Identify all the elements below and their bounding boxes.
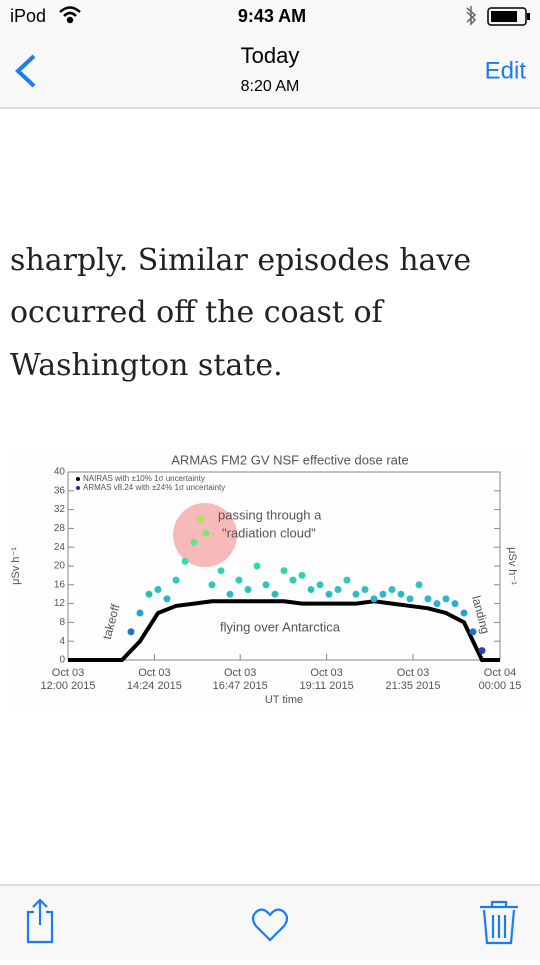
y-axis-label: μSv h⁻¹ — [10, 547, 22, 585]
x-tick-label: Oct 03 — [224, 667, 256, 679]
data-point — [406, 595, 414, 603]
data-point — [478, 647, 486, 655]
data-point — [217, 567, 225, 575]
chart-image — [10, 448, 528, 710]
y-tick-label: 24 — [54, 542, 66, 553]
y-tick-label: 8 — [59, 617, 65, 628]
annotation: passing through a — [218, 507, 322, 522]
x-tick-label: Oct 03 — [52, 667, 84, 679]
delete-button[interactable] — [480, 900, 518, 945]
article: sharply. Similar episodes have occurred … — [10, 243, 471, 383]
series-line — [68, 599, 500, 662]
x-tick-label: Oct 03 — [310, 667, 342, 679]
data-point — [172, 576, 180, 584]
y-tick-label: 12 — [54, 598, 66, 609]
wifi-icon — [59, 6, 81, 24]
data-point — [163, 595, 171, 603]
data-point — [136, 609, 144, 617]
annotation: flying over Antarctica — [220, 619, 341, 634]
data-point — [244, 586, 252, 593]
data-point — [253, 562, 261, 570]
back-button[interactable] — [15, 54, 36, 88]
y-tick-label: 20 — [54, 561, 66, 572]
x-tick-label: 00:00 15 — [479, 680, 522, 692]
x-tick-label: 21:35 2015 — [385, 680, 440, 692]
chart: ARMAS FM2 GV NSF effective dose rate μSv… — [10, 448, 528, 710]
data-point — [379, 590, 387, 598]
data-point — [181, 557, 189, 565]
x-tick-label: Oct 04 — [484, 667, 516, 679]
x-tick-label: Oct 03 — [138, 667, 170, 679]
data-point — [352, 590, 360, 598]
nav-subtitle: 8:20 AM — [241, 78, 300, 95]
edit-button[interactable]: Edit — [485, 57, 527, 84]
top-bar — [0, 0, 540, 108]
x-tick-label: 19:11 2015 — [299, 680, 353, 692]
data-point — [433, 600, 441, 608]
data-point — [154, 586, 162, 593]
y-tick-label: 28 — [54, 523, 66, 534]
y-axis-label: μSv h⁻¹ — [506, 547, 518, 585]
y-tick-label: 36 — [54, 485, 66, 496]
article-line: Washington state. — [10, 348, 283, 383]
data-point — [202, 529, 210, 537]
x-tick-label: 14:24 2015 — [127, 680, 182, 692]
x-tick-label: 12:00 2015 — [40, 680, 95, 692]
legend-marker — [76, 486, 80, 490]
data-point — [307, 586, 315, 593]
article-line: sharply. Similar episodes have — [10, 243, 471, 278]
data-point — [343, 576, 351, 584]
data-point — [388, 586, 396, 593]
data-point — [235, 576, 243, 584]
data-point — [145, 590, 153, 598]
x-tick-label: Oct 03 — [397, 667, 429, 679]
carrier: iPod — [10, 6, 46, 26]
x-axis-label: UT time — [265, 694, 303, 706]
toolbar — [0, 886, 540, 960]
data-point — [415, 581, 423, 589]
data-point — [460, 609, 468, 617]
data-point — [208, 581, 216, 589]
y-tick-label: 0 — [59, 655, 65, 666]
data-point — [190, 539, 198, 546]
favorite-button[interactable] — [251, 908, 289, 942]
chart-title: ARMAS FM2 GV NSF effective dose rate — [171, 452, 408, 467]
data-point — [424, 595, 432, 603]
data-point — [280, 567, 288, 575]
data-point — [262, 581, 270, 589]
data-point — [226, 590, 234, 598]
data-point — [397, 590, 405, 598]
y-tick-label: 40 — [54, 467, 66, 478]
clock: 9:43 AM — [238, 6, 306, 26]
data-point — [325, 590, 333, 598]
data-point — [361, 586, 369, 593]
data-point — [316, 581, 324, 589]
data-point — [298, 571, 306, 579]
y-tick-label: 16 — [54, 579, 66, 590]
x-tick-label: 16:47 2015 — [213, 680, 268, 692]
legend-marker — [76, 477, 80, 481]
data-point — [469, 628, 477, 636]
data-point — [127, 628, 135, 636]
data-point — [196, 515, 204, 523]
data-point — [442, 595, 450, 603]
share-button[interactable] — [26, 898, 54, 944]
legend-label: ARMAS v8.24 with ±24% 1σ uncertainty — [83, 483, 225, 492]
y-tick-label: 4 — [59, 636, 65, 647]
annotation: "radiation cloud" — [222, 525, 316, 540]
data-point — [370, 595, 378, 603]
data-point — [451, 600, 459, 608]
data-point — [271, 590, 279, 598]
y-tick-label: 32 — [54, 504, 66, 515]
legend-label: NAIRAS with ±10% 1σ uncertainty — [83, 474, 205, 483]
nav-title: Today — [241, 43, 300, 68]
data-point — [289, 576, 297, 584]
battery-icon — [466, 6, 530, 26]
article-line: occurred off the coast of — [10, 295, 385, 330]
data-point — [334, 586, 342, 593]
